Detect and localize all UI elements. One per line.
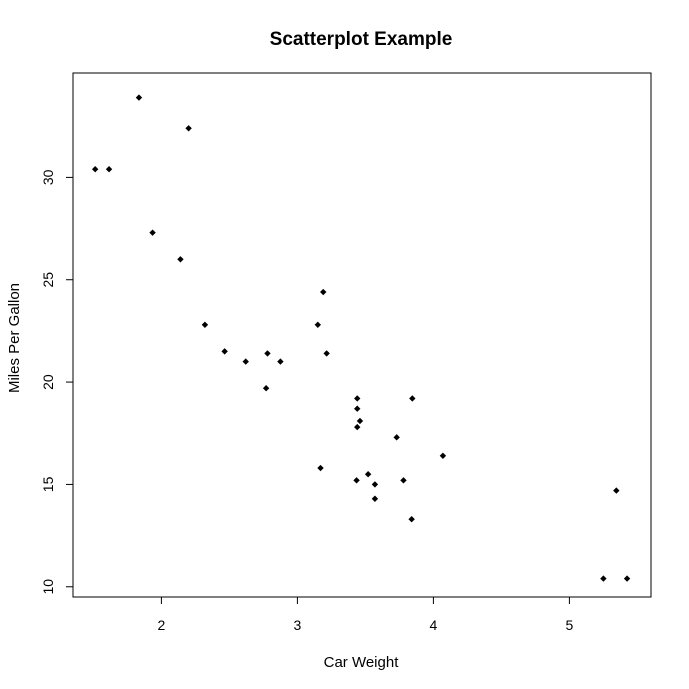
data-point: [613, 487, 620, 494]
data-point: [354, 423, 361, 431]
data-point: [393, 434, 400, 441]
data-point: [185, 125, 192, 132]
x-tick-label: 4: [430, 617, 438, 633]
data-point: [408, 516, 415, 523]
data-point: [221, 348, 228, 355]
data-point: [277, 358, 284, 365]
x-tick-label: 5: [566, 617, 574, 633]
data-point: [600, 575, 607, 582]
data-point: [354, 395, 361, 402]
y-tick-label: 15: [40, 476, 56, 492]
y-axis-label: Miles Per Gallon: [6, 283, 23, 393]
chart-title: Scatterplot Example: [270, 29, 453, 50]
data-point: [314, 321, 321, 328]
data-point: [364, 470, 372, 478]
x-tick-label: 3: [294, 617, 302, 633]
data-point: [262, 385, 270, 392]
data-point: [439, 452, 447, 459]
data-point: [177, 256, 184, 263]
data-point: [320, 288, 327, 296]
data-point: [149, 229, 156, 236]
data-point: [264, 350, 271, 357]
data-point: [353, 477, 360, 484]
data-point: [323, 350, 330, 357]
data-point: [623, 575, 631, 582]
data-point: [91, 166, 99, 173]
y-axis: 10 15 20 25 30: [40, 169, 74, 595]
data-point: [242, 358, 249, 365]
data-point: [409, 395, 416, 402]
data-point: [201, 321, 209, 328]
y-tick-label: 10: [40, 579, 56, 595]
data-point: [371, 481, 379, 488]
x-axis: 2 3 4 5: [158, 596, 574, 633]
data-point: [356, 417, 364, 425]
data-point: [317, 464, 324, 472]
y-tick-label: 20: [40, 374, 56, 390]
x-axis-label: Car Weight: [324, 654, 400, 671]
points-layer: [91, 94, 631, 582]
data-point: [354, 405, 361, 412]
y-tick-label: 30: [40, 169, 56, 185]
data-point: [371, 495, 379, 502]
data-point: [105, 166, 113, 173]
data-point: [135, 94, 143, 101]
x-tick-label: 2: [158, 617, 166, 633]
data-point: [400, 477, 407, 484]
y-tick-label: 25: [40, 272, 56, 288]
